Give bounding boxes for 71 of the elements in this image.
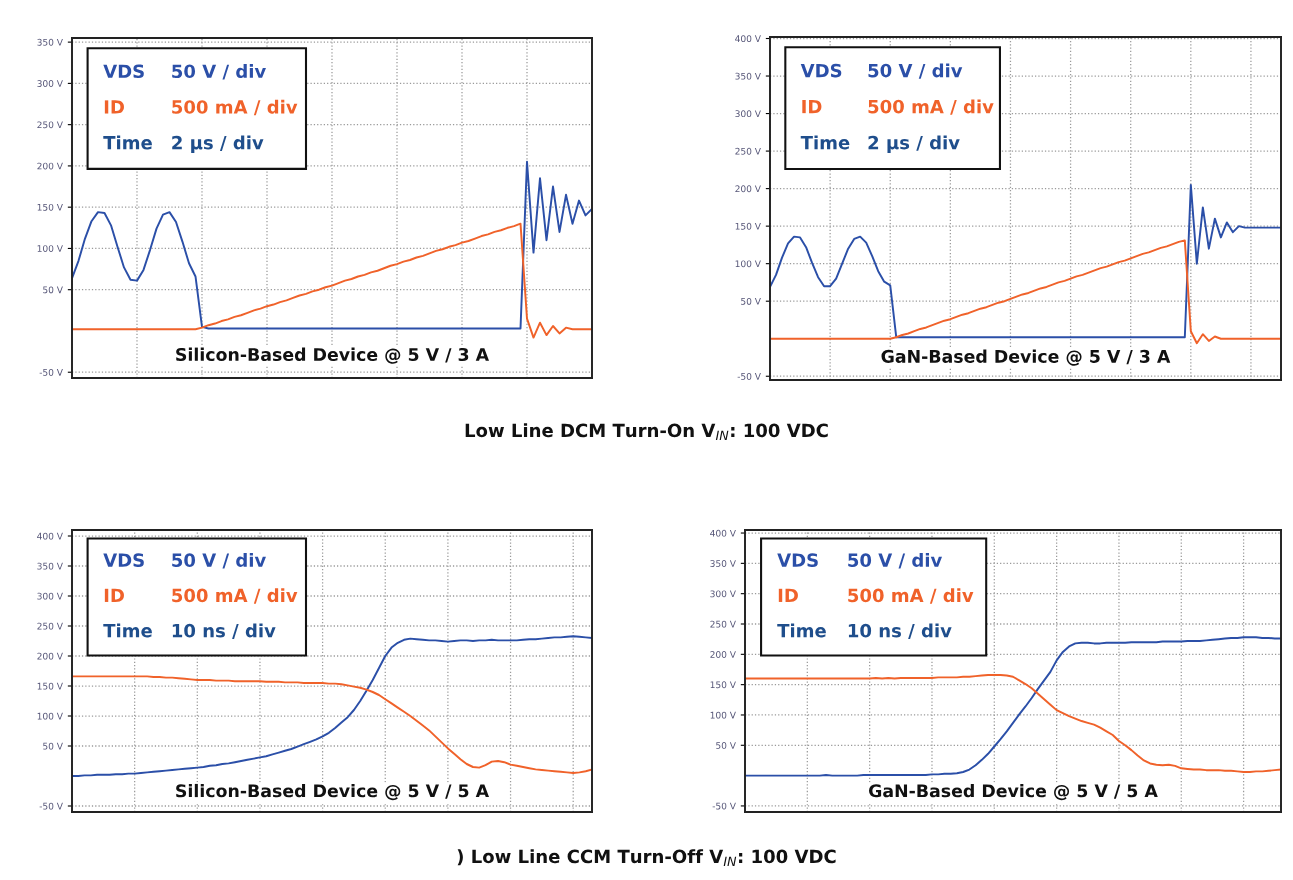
y-tick-label: 100 V (37, 712, 63, 720)
text: ID (778, 588, 798, 602)
annotation: Time (103, 623, 152, 638)
annotation: 500 mA / div (172, 588, 298, 604)
text: VDS (777, 553, 818, 567)
annotation: 10 ns / div (848, 623, 952, 639)
annotation: 500 mA / div (868, 99, 994, 115)
y-tick-label: 250 V (735, 147, 761, 155)
y-tick-label: 100 V (735, 260, 761, 268)
annotation: 50 V / div (172, 552, 266, 569)
text: ID (802, 99, 822, 114)
text: VDS (103, 64, 144, 79)
text: GaN-Based Device @ 5 V / 3 A (881, 349, 1171, 366)
text: ) Low Line CCM Turn-Off V$_{IN}$: 100 VDC (457, 849, 836, 866)
annotation: 50 V / div (848, 552, 943, 569)
annotation: Time (800, 135, 850, 150)
y-tick-label: 50 V (43, 742, 63, 750)
text: Silicon-Based Device @ 5 V / 3 A (176, 347, 490, 364)
y-tick-label: 400 V (37, 532, 63, 540)
y-tick-label: 150 V (37, 682, 63, 690)
y-tick-label: 250 V (37, 622, 63, 630)
y-tick-label: 350 V (37, 562, 63, 570)
y-tick-label: 300 V (710, 590, 736, 598)
line-series (745, 673, 1281, 773)
line-series (770, 239, 1281, 345)
y-tick-label: 400 V (710, 529, 736, 537)
y-tick-label: 300 V (37, 592, 63, 600)
y-tick-label: 50 V (43, 286, 63, 294)
y-tick-label: 250 V (710, 620, 736, 628)
text: ID (104, 588, 124, 602)
y-tick-label: 350 V (710, 560, 736, 567)
y-tick-label: 300 V (735, 110, 761, 118)
annotation: 2 µs / div (868, 135, 960, 153)
annotation: Time (103, 135, 152, 150)
annotation: 500 mA / div (848, 588, 974, 604)
text: Low Line DCM Turn-On V$_{IN}$: 100 VDC (465, 423, 828, 440)
line-series (72, 222, 592, 339)
y-tick-label: -50 V (39, 368, 63, 376)
y-tick-label: 400 V (735, 35, 761, 43)
text: GaN-Based Device @ 5 V / 5 A (868, 783, 1158, 801)
y-tick-label: 100 V (710, 711, 736, 719)
y-tick-label: -50 V (39, 802, 63, 810)
y-tick-label: 150 V (710, 681, 736, 689)
text: VDS (800, 63, 842, 78)
y-tick-label: 350 V (37, 38, 63, 46)
text: ID (104, 100, 124, 114)
y-tick-label: 350 V (735, 72, 761, 80)
y-tick-label: 200 V (710, 651, 736, 658)
annotation: 50 V / div (172, 64, 266, 80)
text: VDS (103, 553, 144, 567)
annotation: 500 mA / div (172, 99, 298, 116)
line-series (770, 183, 1281, 339)
y-tick-label: 200 V (37, 162, 63, 170)
y-tick-label: 150 V (37, 203, 63, 211)
y-tick-label: 300 V (37, 80, 63, 87)
y-tick-label: -50 V (737, 372, 761, 380)
annotation: 2 µs / div (172, 135, 264, 153)
line-series (72, 160, 592, 330)
y-tick-label: 200 V (37, 652, 63, 660)
text: Silicon-Based Device @ 5 V / 5 A (176, 783, 490, 801)
annotation: 50 V / div (868, 63, 963, 79)
y-tick-label: 200 V (735, 185, 761, 193)
annotation: Time (777, 623, 826, 638)
y-tick-label: -50 V (712, 802, 736, 810)
y-tick-label: 50 V (716, 742, 736, 749)
annotation: 10 ns / div (172, 623, 276, 639)
y-tick-label: 250 V (37, 121, 63, 129)
y-tick-label: 100 V (37, 245, 63, 252)
line-series (72, 675, 592, 774)
y-tick-label: 50 V (741, 297, 761, 305)
y-tick-label: 150 V (735, 222, 761, 230)
